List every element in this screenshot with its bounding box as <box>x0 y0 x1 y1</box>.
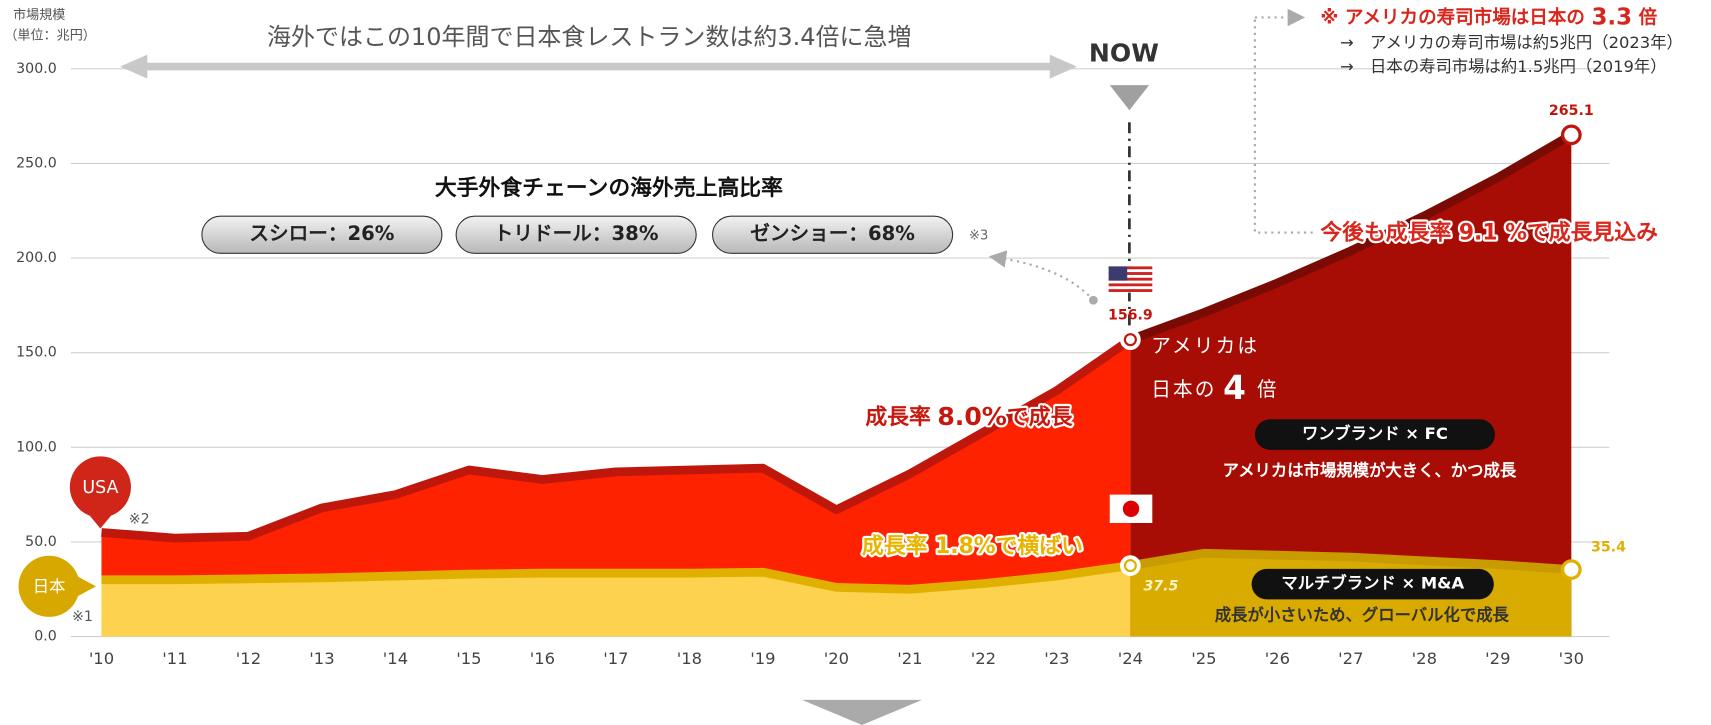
jp-model-note: 成長が小さいため、グローバル化で成長 <box>1215 605 1510 624</box>
y-tick-label: 100.0 <box>16 439 57 455</box>
dotted-arrow <box>988 250 1095 301</box>
x-tick-label: '19 <box>750 649 775 668</box>
point-core <box>1123 333 1137 347</box>
areas <box>101 131 1574 637</box>
value-label: 35.4 <box>1591 540 1626 556</box>
area-edge <box>1129 548 1572 574</box>
chain-title: 大手外食チェーンの海外売上高比率 <box>435 175 783 201</box>
point <box>1560 124 1582 146</box>
now-marker <box>1109 85 1150 111</box>
sushi-jp: → 日本の寿司市場は約1.5兆円（2019年） <box>1340 57 1667 76</box>
x-tick-label: '11 <box>162 649 187 668</box>
now-label: NOW <box>1089 39 1159 68</box>
y-tick-label: 150.0 <box>16 345 57 361</box>
x-tick-label: '28 <box>1412 649 1437 668</box>
value-label: 265.1 <box>1549 103 1594 119</box>
down-arrow <box>802 699 923 725</box>
y-tick-label: 300.0 <box>16 61 57 77</box>
area <box>101 565 1131 637</box>
jp-growth: 成長率 1.8%で横ばい <box>862 533 1083 559</box>
x-tick-label: '10 <box>89 649 114 668</box>
sushi-us: → アメリカの寿司市場は約5兆円（2023年） <box>1340 33 1683 52</box>
point-core <box>1123 559 1137 573</box>
banner: 海外ではこの10年間で日本食レストラン数は約3.4倍に急増 <box>267 23 912 51</box>
annotations: 市場規模 （単位：兆円） 海外ではこの10年間で日本食レストラン数は約3.4倍に… <box>4 4 1683 725</box>
x-tick-label: '27 <box>1338 649 1363 668</box>
jp-badge <box>18 555 80 617</box>
chain-3: ゼンショー：68% <box>750 222 915 245</box>
x-tick-label: '15 <box>456 649 481 668</box>
us-growth-post: で成長 <box>1007 405 1073 430</box>
us-growth: 成長率 8.0%で成長 <box>865 402 1072 431</box>
x-tick-label: '29 <box>1485 649 1510 668</box>
note-1: ※1 <box>72 609 93 625</box>
usa-badge-label: USA <box>82 478 118 498</box>
x-tick-label: '23 <box>1044 649 1069 668</box>
note-3: ※3 <box>969 228 988 243</box>
chain-2: トリドール：38% <box>494 222 659 245</box>
area-edge <box>1128 131 1574 344</box>
us-growth-rate: 8.0% <box>937 402 1007 431</box>
y-tick-label: 50.0 <box>25 534 57 550</box>
us-model: ワンブランド × FC <box>1302 424 1448 443</box>
us-vs-jp-unit: 倍 <box>1257 377 1279 400</box>
sushi-head-text: ※ アメリカの寿司市場は日本の <box>1320 6 1585 28</box>
dotted-connector <box>1253 19 1315 234</box>
sushi-ratio: 3.3 <box>1591 4 1632 30</box>
area-edge <box>101 336 1133 543</box>
x-tick-label: '17 <box>603 649 628 668</box>
us-vs-jp: 日本の 4 倍 <box>1151 369 1278 407</box>
sushi-head: ※ アメリカの寿司市場は日本の 3.3 倍 <box>1320 4 1657 30</box>
us-vs-jp-text: 日本の <box>1151 377 1216 400</box>
x-tick-label: '18 <box>677 649 702 668</box>
value-label: 156.9 <box>1108 308 1153 324</box>
chain-1: スシロー：26% <box>249 222 394 245</box>
y-unit: （単位：兆円） <box>4 28 96 44</box>
us-vs-jp-ratio: 4 <box>1223 369 1248 407</box>
usa-badge <box>69 456 131 518</box>
point <box>1560 559 1582 580</box>
value-label: 37.5 <box>1143 578 1178 594</box>
pill <box>455 215 697 254</box>
sushi-unit: 倍 <box>1639 6 1658 28</box>
area-edge <box>101 561 1131 594</box>
model-pill <box>1251 568 1494 600</box>
area <box>1130 134 1572 637</box>
us-vs-jp: アメリカは <box>1151 335 1259 358</box>
jp-flag <box>1109 494 1153 524</box>
x-tick-label: '26 <box>1265 649 1290 668</box>
note-2: ※2 <box>129 512 150 528</box>
pill <box>712 215 954 254</box>
x-tick-label: '22 <box>971 649 996 668</box>
outlook: 今後も成長率 9.1 %で成長見込み <box>1320 220 1658 246</box>
x-tick-label: '13 <box>309 649 334 668</box>
model-pill <box>1254 419 1495 450</box>
y-tick-label: 0.0 <box>34 629 57 645</box>
x-tick-label: '21 <box>897 649 922 668</box>
us-flag <box>1108 266 1153 293</box>
y-tick-label: 250.0 <box>16 155 57 171</box>
us-growth-pre: 成長率 <box>865 404 931 430</box>
dot <box>1089 295 1098 305</box>
x-tick-label: '20 <box>824 649 849 668</box>
x-tick-label: '24 <box>1118 649 1143 668</box>
area <box>101 339 1131 637</box>
jp-badge-label: 日本 <box>33 577 66 596</box>
x-tick-label: '14 <box>383 649 408 668</box>
y-title: 市場規模 <box>13 6 65 23</box>
x-tick-label: '25 <box>1191 649 1216 668</box>
pill <box>201 215 443 254</box>
x-tick-label: '12 <box>236 649 261 668</box>
us-model-note: アメリカは市場規模が大きく、かつ成長 <box>1223 461 1517 480</box>
x-tick-label: '16 <box>530 649 555 668</box>
x-tick-label: '30 <box>1559 649 1584 668</box>
jp-model: マルチブランド × M&A <box>1281 574 1464 593</box>
y-tick-label: 200.0 <box>16 250 57 266</box>
